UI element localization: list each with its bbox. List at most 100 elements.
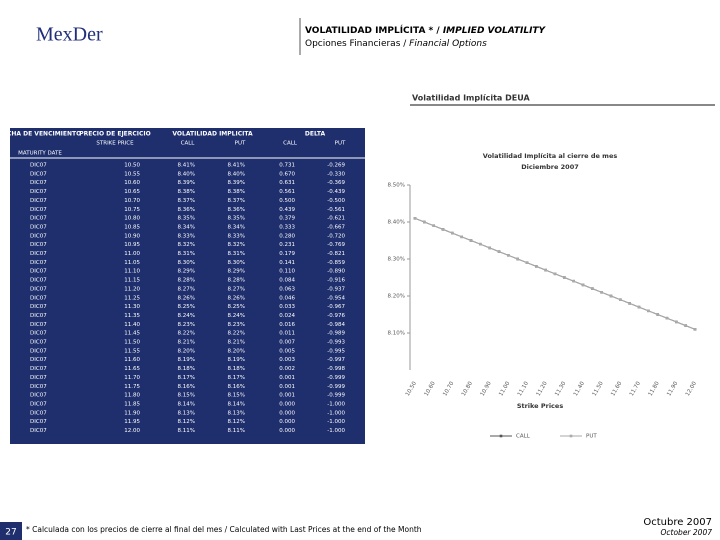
point-marker <box>693 328 697 331</box>
table-cell: 0.007 <box>279 340 295 346</box>
table-cell: 11.40 <box>124 322 140 328</box>
table-cell: 0.063 <box>279 286 295 292</box>
y-tick-label: 8.50% <box>388 183 405 189</box>
y-tick-label: 8.20% <box>388 294 405 300</box>
point-marker <box>516 257 519 261</box>
table-cell: 8.11% <box>228 428 245 434</box>
x-tick-label: 11.00 <box>498 380 511 397</box>
table-cell: 0.000 <box>279 419 295 425</box>
table-cell: -0.621 <box>327 216 345 222</box>
table-cell: 8.26% <box>178 295 195 301</box>
table-cell: 8.20% <box>228 348 245 354</box>
table-cell: 8.21% <box>228 340 245 346</box>
table-cell: -0.561 <box>327 207 345 213</box>
table-cell: -0.330 <box>327 171 345 177</box>
table-cell: DIC07 <box>30 428 47 434</box>
table-header: DELTA <box>305 131 326 138</box>
table-cell: DIC07 <box>30 357 47 363</box>
table-cell: 8.17% <box>178 375 195 381</box>
table-cell: DIC07 <box>30 410 47 416</box>
legend-label: CALL <box>516 434 531 440</box>
table-cell: 0.141 <box>279 260 295 266</box>
table-cell: 8.34% <box>178 224 195 230</box>
table-cell: 11.05 <box>124 260 140 266</box>
table-cell: 11.80 <box>124 393 140 399</box>
table-cell: 8.12% <box>228 419 245 425</box>
x-tick-label: 12.00 <box>685 380 698 397</box>
x-tick-label: 11.90 <box>666 380 679 397</box>
table-cell: 8.28% <box>228 278 245 284</box>
table-cell: -1.000 <box>327 401 345 407</box>
subtitle-en: Financial Options <box>409 39 487 49</box>
table-cell: 8.12% <box>178 419 195 425</box>
point-marker <box>572 279 575 283</box>
table-cell: 0.005 <box>279 348 295 354</box>
point-marker <box>469 239 473 242</box>
chart-subtitle: Diciembre 2007 <box>521 163 579 171</box>
table-cell: 8.26% <box>228 295 245 301</box>
table-cell: 8.19% <box>228 357 245 363</box>
table-cell: DIC07 <box>30 278 47 284</box>
table-cell: DIC07 <box>30 304 47 310</box>
table-cell: -1.000 <box>327 410 345 416</box>
table-cell: 8.41% <box>178 163 195 169</box>
table-cell: 8.14% <box>178 401 195 407</box>
table-cell: DIC07 <box>30 242 47 248</box>
table-cell: DIC07 <box>30 348 47 354</box>
table-cell: 0.000 <box>279 401 295 407</box>
table-cell: -0.967 <box>327 304 345 310</box>
table-cell: 8.36% <box>178 207 195 213</box>
x-tick-label: 10.50 <box>405 380 418 397</box>
table-cell: DIC07 <box>30 401 47 407</box>
table-cell: 10.90 <box>124 233 140 239</box>
table-cell: DIC07 <box>30 375 47 381</box>
table-cell: 0.280 <box>279 233 295 239</box>
table-cell: 11.30 <box>124 304 140 310</box>
table-subheader: PUT <box>235 141 246 147</box>
table-cell: 11.50 <box>124 340 140 346</box>
table-cell: -0.439 <box>327 189 345 195</box>
table-cell: -1.000 <box>327 419 345 425</box>
title: VOLATILIDAD IMPLÍCITA * / IMPLIED VOLATI… <box>305 24 547 36</box>
table-cell: 0.500 <box>279 198 295 204</box>
table-cell: 8.13% <box>178 410 195 416</box>
table-cell: -0.769 <box>327 242 345 248</box>
table-cell: 11.55 <box>124 348 140 354</box>
table-cell: -0.999 <box>327 375 345 381</box>
table-cell: 8.30% <box>228 260 245 266</box>
table-subheader: PUT <box>335 141 346 147</box>
table-cell: 11.45 <box>124 331 140 337</box>
table-cell: DIC07 <box>30 366 47 372</box>
table-cell: 8.33% <box>178 233 195 239</box>
title-es: VOLATILIDAD IMPLÍCITA * / <box>305 24 443 36</box>
table-cell: 0.561 <box>279 189 295 195</box>
table-cell: 0.011 <box>279 331 295 337</box>
table-cell: 8.16% <box>178 384 195 390</box>
table-cell: DIC07 <box>30 295 47 301</box>
x-tick-label: 10.70 <box>442 380 455 397</box>
table-cell: DIC07 <box>30 198 47 204</box>
table-cell: 8.39% <box>178 180 195 186</box>
table-cell: 12.00 <box>124 428 140 434</box>
table-cell: 8.29% <box>178 269 195 275</box>
table-cell: 8.23% <box>228 322 245 328</box>
table-cell: 8.40% <box>228 171 245 177</box>
x-axis-title: Strike Prices <box>517 402 564 410</box>
chart-title: Volatilidad Implícita al cierre de mes <box>483 152 618 160</box>
point-marker <box>581 283 585 287</box>
table-cell: DIC07 <box>30 251 47 257</box>
x-tick-label: 11.20 <box>536 380 549 397</box>
table-cell: -0.997 <box>327 357 345 363</box>
table-cell: 8.35% <box>178 216 195 222</box>
point-marker <box>647 309 650 313</box>
table-cell: -0.821 <box>327 251 345 257</box>
table-cell: 0.002 <box>279 366 295 372</box>
table-cell: 0.631 <box>279 180 295 186</box>
table-cell: DIC07 <box>30 393 47 399</box>
table-cell: 11.20 <box>124 286 140 292</box>
x-tick-label: 11.60 <box>610 380 623 397</box>
table-cell: -0.667 <box>327 224 345 230</box>
table-cell: 0.333 <box>279 224 295 230</box>
table-cell: 8.28% <box>178 278 195 284</box>
